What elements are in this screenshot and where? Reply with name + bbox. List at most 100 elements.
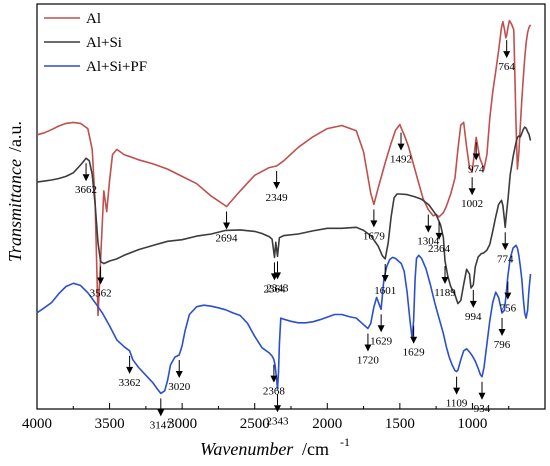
annotation-9: 3662 xyxy=(75,163,97,196)
y-axis-title-text: Transmittance xyxy=(5,159,25,262)
annotation-label: 2694 xyxy=(216,233,239,245)
annotation-label: 1002 xyxy=(461,198,483,210)
y-axis-title-unit: /a.u. xyxy=(5,121,25,152)
annotation-arrow-head xyxy=(370,220,378,228)
annotation-label: 3662 xyxy=(75,184,97,196)
annotation-4: 1679 xyxy=(363,209,386,242)
annotation-label: 756 xyxy=(500,303,517,315)
x-tick-label-2000: 2000 xyxy=(312,416,342,432)
annotation-label: 2368 xyxy=(263,386,286,398)
annotation-7: 2694 xyxy=(216,211,239,245)
annotation-label: 3147 xyxy=(150,419,173,431)
annotation-15: 994 xyxy=(465,289,482,323)
annotation-label: 1109 xyxy=(446,398,468,410)
annotation-arrow-head xyxy=(453,387,461,395)
annotation-arrow-head xyxy=(469,300,477,308)
annotation-18: 3020 xyxy=(168,360,191,393)
annotation-label: 764 xyxy=(498,61,515,73)
annotation-3: 1492 xyxy=(390,132,412,166)
x-tick-label-3500: 3500 xyxy=(95,416,125,432)
annotation-28: 756 xyxy=(500,281,517,315)
annotation-arrow-head xyxy=(274,272,282,280)
annotation-arrow-head xyxy=(126,366,134,374)
annotation-label: 974 xyxy=(468,163,485,175)
annotation-label: 2364 xyxy=(428,243,451,255)
annotation-arrow-head xyxy=(273,182,281,189)
annotation-arrow-head xyxy=(504,292,512,300)
annotation-arrow-head xyxy=(97,277,105,285)
annotation-label: 2343 xyxy=(267,415,290,427)
annotation-arrow-head xyxy=(157,409,165,417)
y-axis-title: Transmittance /a.u. xyxy=(5,121,25,262)
annotation-label: 994 xyxy=(465,311,482,323)
annotation-26: 934 xyxy=(474,381,491,415)
annotation-2: 974 xyxy=(468,142,485,175)
x-axis-title: Wavenumber xyxy=(200,439,294,459)
annotation-arrow-head xyxy=(397,143,405,151)
x-axis-unit-superscript: -1 xyxy=(340,435,350,449)
annotation-label: 1629 xyxy=(403,347,426,359)
annotation-label: 3362 xyxy=(119,377,141,389)
annotation-label: 1601 xyxy=(374,285,396,297)
annotation-arrow-head xyxy=(498,328,506,336)
annotation-arrow-head xyxy=(478,392,486,400)
annotation-25: 1109 xyxy=(446,376,468,410)
annotation-arrow-head xyxy=(381,274,389,282)
annotation-arrow-head xyxy=(377,325,385,333)
annotation-20: 2368 xyxy=(263,364,286,398)
annotation-13: 1601 xyxy=(374,263,396,297)
annotation-label: 3562 xyxy=(90,288,112,300)
annotation-0: 764 xyxy=(498,40,515,73)
annotation-8: 2349 xyxy=(266,171,288,204)
annotation-arrow-head xyxy=(435,232,443,240)
annotation-arrow-head xyxy=(503,51,511,59)
annotation-5: 1304 xyxy=(417,214,440,248)
annotation-arrow-head xyxy=(441,277,449,285)
x-tick-label-4000: 4000 xyxy=(22,416,52,432)
annotation-label: 1679 xyxy=(363,230,386,242)
annotation-arrow-head xyxy=(364,344,372,352)
annotation-12: 2343 xyxy=(267,261,290,294)
legend: Al Al+Si Al+Si+PF xyxy=(44,11,147,75)
annotation-label: 934 xyxy=(474,403,491,415)
x-tick-label-1500: 1500 xyxy=(385,416,415,432)
annotation-label: 1189 xyxy=(434,287,456,299)
annotation-16: 774 xyxy=(497,232,514,265)
annotation-arrow-head xyxy=(175,371,183,378)
annotation-arrow-head xyxy=(82,174,90,182)
annotation-label: 3020 xyxy=(168,381,191,393)
annotation-label: 1304 xyxy=(417,236,440,248)
annotation-23: 1629 xyxy=(370,314,393,347)
annotation-label: 1492 xyxy=(390,154,412,166)
annotation-label: 774 xyxy=(497,253,514,265)
annotation-arrow-head xyxy=(472,153,480,161)
annotation-arrow-head xyxy=(424,225,432,233)
annotation-label: 2343 xyxy=(267,282,290,294)
annotation-arrow-head xyxy=(270,375,278,383)
series-group xyxy=(36,19,532,395)
series-line-al-si-pf xyxy=(36,244,532,395)
annotation-24: 1629 xyxy=(403,325,426,359)
annotation-27: 796 xyxy=(494,317,511,351)
legend-label-al-si: Al+Si xyxy=(86,35,122,51)
annotation-label: 1720 xyxy=(357,355,380,367)
annotation-19: 3147 xyxy=(150,398,173,431)
x-tick-label-3000: 3000 xyxy=(167,416,197,432)
annotation-21: 2343 xyxy=(267,394,290,427)
annotation-label: 1629 xyxy=(370,335,393,347)
x-axis: 4000 3500 3000 2500 2000 1500 1000 xyxy=(22,403,510,432)
annotation-label: 2364 xyxy=(263,283,286,295)
annotation-arrow-head xyxy=(501,243,509,251)
x-tick-label-2500: 2500 xyxy=(240,416,270,432)
annotation-arrow-head xyxy=(468,188,476,196)
series-line-al-si xyxy=(36,126,532,305)
annotation-arrow-head xyxy=(274,405,282,413)
annotation-17: 3362 xyxy=(119,355,141,389)
annotation-6: 2364 xyxy=(428,221,451,255)
annotation-arrow-head xyxy=(410,336,418,344)
series-line-al xyxy=(36,19,532,317)
legend-label-al: Al xyxy=(86,11,101,27)
